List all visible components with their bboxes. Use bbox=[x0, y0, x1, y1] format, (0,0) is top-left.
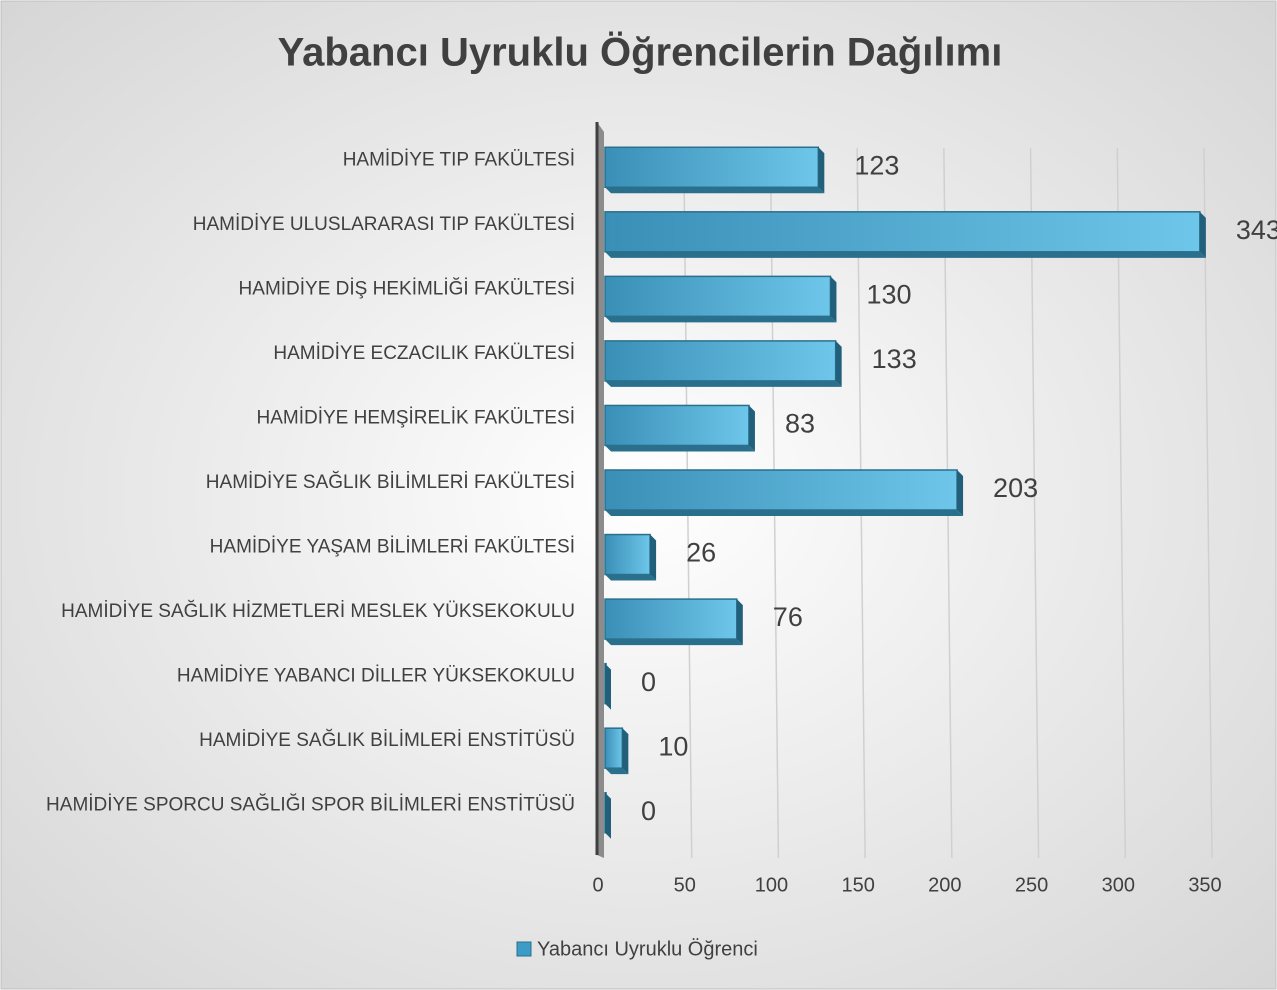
data-label: 76 bbox=[773, 602, 803, 632]
data-label: 0 bbox=[641, 667, 656, 697]
bar-front bbox=[604, 533, 651, 576]
y-tick-label: HAMİDİYE SAĞLIK BİLİMLERİ FAKÜLTESİ bbox=[206, 471, 575, 493]
bar-side bbox=[605, 792, 611, 839]
data-label: 26 bbox=[686, 538, 716, 568]
bar-front bbox=[604, 598, 738, 640]
bar-front bbox=[604, 404, 750, 447]
bar-side bbox=[818, 147, 825, 194]
bar-front bbox=[604, 211, 1201, 253]
bar-side bbox=[736, 599, 743, 646]
bar-bottom bbox=[605, 380, 842, 387]
bar-side bbox=[650, 534, 657, 581]
data-label: 130 bbox=[866, 279, 911, 309]
bar-front bbox=[604, 275, 832, 318]
y-tick-label: HAMİDİYE SPORCU SAĞLIĞI SPOR BİLİMLERİ E… bbox=[46, 794, 575, 816]
y-tick-label: HAMİDİYE TIP FAKÜLTESİ bbox=[343, 149, 575, 170]
y-tick-label: HAMİDİYE ECZACILIK FAKÜLTESİ bbox=[273, 343, 575, 364]
bar-side bbox=[748, 405, 755, 452]
data-label: 203 bbox=[993, 473, 1038, 503]
bar-bottom bbox=[605, 639, 743, 646]
bar-side bbox=[622, 728, 629, 775]
bar-bottom bbox=[605, 251, 1206, 258]
data-label: 83 bbox=[785, 409, 815, 439]
data-label: 0 bbox=[641, 796, 656, 826]
grid-line bbox=[1116, 147, 1127, 859]
bar-bottom bbox=[605, 510, 964, 516]
bar bbox=[604, 533, 657, 581]
bar-front bbox=[604, 469, 958, 511]
bar bbox=[604, 146, 825, 194]
bar bbox=[604, 598, 743, 646]
bar-bottom bbox=[605, 316, 837, 323]
legend-swatch bbox=[516, 941, 532, 957]
bar-side bbox=[1199, 211, 1206, 258]
x-tick-label: 150 bbox=[841, 874, 874, 896]
bar bbox=[604, 727, 629, 775]
x-tick-label: 100 bbox=[755, 874, 788, 896]
bar bbox=[604, 469, 964, 516]
y-tick-label: HAMİDİYE YAŞAM BİLİMLERİ FAKÜLTESİ bbox=[210, 537, 575, 558]
bar-front bbox=[604, 146, 820, 189]
chart-title: Yabancı Uyruklu Öğrencilerin Dağılımı bbox=[278, 30, 1003, 75]
bar-front bbox=[604, 340, 837, 382]
bar-side bbox=[835, 340, 842, 387]
bar bbox=[604, 404, 755, 452]
x-tick-label: 350 bbox=[1188, 874, 1221, 896]
bar bbox=[604, 791, 611, 839]
y-tick-label: HAMİDİYE SAĞLIK HİZMETLERİ MESLEK YÜKSEK… bbox=[61, 600, 575, 622]
bar bbox=[604, 340, 842, 387]
data-label: 10 bbox=[658, 731, 688, 761]
x-tick-label: 0 bbox=[592, 874, 603, 896]
x-tick-label: 250 bbox=[1015, 874, 1048, 896]
bar-front bbox=[604, 727, 624, 769]
grid-line bbox=[1203, 147, 1213, 859]
bar-bottom bbox=[605, 187, 825, 194]
grid-line bbox=[1029, 147, 1040, 859]
bar-bottom bbox=[605, 768, 629, 775]
bar bbox=[604, 275, 837, 323]
bar-bottom bbox=[605, 574, 657, 581]
y-tick-label: HAMİDİYE DİŞ HEKİMLİĞİ FAKÜLTESİ bbox=[239, 277, 575, 299]
bar bbox=[604, 662, 611, 710]
bar-side bbox=[605, 663, 611, 710]
bar-side bbox=[957, 470, 964, 516]
x-tick-label: 50 bbox=[674, 874, 696, 896]
y-tick-label: HAMİDİYE SAĞLIK BİLİMLERİ ENSTİTÜSÜ bbox=[199, 729, 575, 751]
axis-wall bbox=[597, 122, 604, 858]
bar-side bbox=[830, 276, 837, 323]
data-label: 343 bbox=[1236, 215, 1277, 245]
y-tick-label: HAMİDİYE ULUSLARARASI TIP FAKÜLTESİ bbox=[193, 214, 575, 235]
y-tick-label: HAMİDİYE HEMŞİRELİK FAKÜLTESİ bbox=[256, 407, 575, 428]
y-tick-label: HAMİDİYE YABANCI DİLLER YÜKSEKOKULU bbox=[177, 666, 575, 687]
x-tick-label: 300 bbox=[1102, 874, 1135, 896]
data-label: 123 bbox=[854, 150, 899, 180]
bar-bottom bbox=[605, 445, 755, 452]
bar bbox=[604, 211, 1206, 258]
x-tick-label: 200 bbox=[928, 874, 961, 896]
legend-label: Yabancı Uyruklu Öğrenci bbox=[537, 938, 758, 960]
data-label: 133 bbox=[872, 344, 917, 374]
